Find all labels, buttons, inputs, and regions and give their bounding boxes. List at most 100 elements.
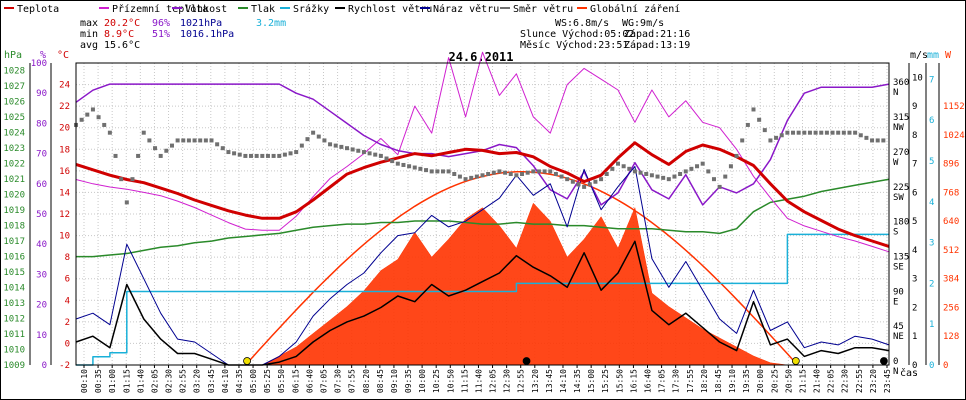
wind-direction-mark: [740, 138, 745, 143]
wind-direction-mark: [102, 122, 107, 127]
wind-direction-mark: [525, 170, 530, 175]
axis-ms-tick: 3: [912, 275, 917, 285]
wind-direction-mark: [491, 170, 496, 175]
wind-direction-mark: [717, 184, 722, 189]
x-tick-label: 06:15: [291, 369, 300, 393]
series-line-n-raz-v-tru: [75, 166, 890, 366]
axis-mm-tick: 4: [929, 198, 934, 208]
wind-direction-mark: [113, 153, 118, 158]
wind-direction-mark: [870, 138, 875, 143]
stats-avg-label: avg: [80, 40, 98, 51]
axis-celsius-tick: 2: [65, 318, 70, 328]
axis-ms-tick: 4: [912, 246, 917, 256]
radiation-theoretical-curve: [244, 171, 795, 366]
axis-percent-tick: 0: [42, 361, 47, 371]
wind-direction-mark: [254, 153, 259, 158]
wind-direction-mark: [559, 174, 564, 179]
axis-hpa-tick: 1024: [3, 129, 25, 139]
wind-direction-mark: [621, 164, 626, 169]
axis-percent-tick: 90: [36, 89, 47, 99]
wind-direction-mark: [209, 138, 214, 143]
axis-ms-tick: 1: [912, 332, 917, 342]
x-tick-label: 05:25: [263, 369, 272, 393]
x-tick-label: 00:10: [80, 369, 89, 393]
svg-text:Směr větru: Směr větru: [513, 3, 573, 15]
axis-direction-label: SW: [893, 193, 904, 203]
wind-direction-mark: [175, 138, 180, 143]
wind-direction-mark: [711, 177, 716, 182]
axis-mm-tick: 1: [929, 320, 934, 330]
wind-direction-mark: [819, 130, 824, 135]
moon-marker: [522, 357, 531, 365]
wind-direction-mark: [610, 166, 615, 171]
x-tick-label: 17:55: [686, 369, 695, 393]
wind-direction-mark: [847, 130, 852, 135]
svg-text:Teplota: Teplota: [17, 4, 59, 15]
wind-direction-mark: [147, 138, 152, 143]
x-tick-label: 23:45: [883, 369, 892, 393]
x-tick-label: 19:10: [728, 369, 737, 393]
svg-text:Globální záření: Globální záření: [590, 3, 680, 15]
axis-hpa-tick: 1027: [3, 82, 25, 92]
wind-direction-mark: [768, 138, 773, 143]
wind-direction-mark: [616, 161, 620, 166]
axis-hpa-tick: 1021: [3, 175, 25, 185]
x-tick-label: 02:55: [179, 369, 188, 393]
svg-text:Rychlost větru: Rychlost větru: [348, 3, 432, 15]
wind-direction-mark: [638, 170, 643, 175]
legend-vlhkost: Vlhkost: [172, 4, 227, 15]
wind-direction-mark: [463, 177, 468, 182]
legend-smer-vetru: Směr větru: [500, 3, 573, 15]
wind-direction-mark: [503, 170, 508, 175]
wind-direction-mark: [294, 150, 299, 155]
x-tick-label: 09:35: [404, 369, 413, 393]
axis-celsius-tick: 4: [65, 296, 70, 306]
wind-direction-mark: [542, 169, 547, 174]
axis-direction-degree: 180: [893, 218, 909, 228]
x-tick-label: 17:05: [658, 369, 667, 393]
axis-celsius-tick: 8: [65, 253, 70, 263]
wind-direction-mark: [260, 153, 265, 158]
wind-direction-mark: [593, 179, 598, 184]
axis-w-tick: 1152: [943, 102, 965, 112]
axis-percent-tick: 10: [36, 331, 47, 341]
axis-celsius-tick: 24: [59, 81, 70, 91]
wind-direction-mark: [90, 107, 95, 112]
wind-direction-mark: [395, 161, 400, 166]
unit-hpa: hPa: [4, 50, 22, 61]
wind-direction-mark: [796, 130, 801, 135]
axis-w-tick: 896: [943, 160, 959, 170]
wind-direction-mark: [452, 171, 457, 176]
axis-ms-tick: 2: [912, 303, 917, 313]
wind-direction-mark: [469, 175, 474, 180]
axis-direction-label: SE: [893, 262, 904, 272]
wind-direction-mark: [153, 146, 158, 151]
stats-min-hum: 51%: [152, 29, 170, 40]
legend-prizemni-teplota: Přízemní teplota: [99, 3, 208, 15]
unit-w: W: [945, 50, 952, 61]
axis-hpa-tick: 1018: [3, 222, 25, 232]
wind-direction-mark: [548, 169, 553, 174]
wind-direction-mark: [446, 169, 451, 174]
wind-direction-mark: [367, 151, 372, 156]
wind-direction-mark: [514, 173, 519, 178]
axis-direction-degree: 135: [893, 252, 909, 262]
x-tick-label: 07:55: [348, 369, 357, 393]
x-tick-label: 03:20: [193, 369, 202, 393]
unit-ms: m/s: [910, 50, 928, 61]
info-moon-set: Západ:13:19: [624, 39, 690, 51]
wind-direction-mark: [881, 138, 886, 143]
axis-hpa-tick: 1010: [3, 346, 25, 356]
axis-celsius-tick: 14: [59, 188, 70, 198]
wind-direction-mark: [418, 166, 423, 171]
wind-direction-mark: [508, 171, 513, 176]
legend-naraz-vetru: Náraz větru: [420, 3, 499, 15]
axis-hpa-tick: 1023: [3, 144, 25, 154]
wind-direction-mark: [198, 138, 203, 143]
wind-direction-mark: [136, 153, 141, 158]
x-tick-label: 05:00: [249, 369, 258, 393]
axis-celsius-tick: 22: [59, 102, 70, 112]
svg-text:Přízemní teplota: Přízemní teplota: [112, 3, 208, 15]
stats-min-press: 1016.1hPa: [180, 29, 234, 40]
